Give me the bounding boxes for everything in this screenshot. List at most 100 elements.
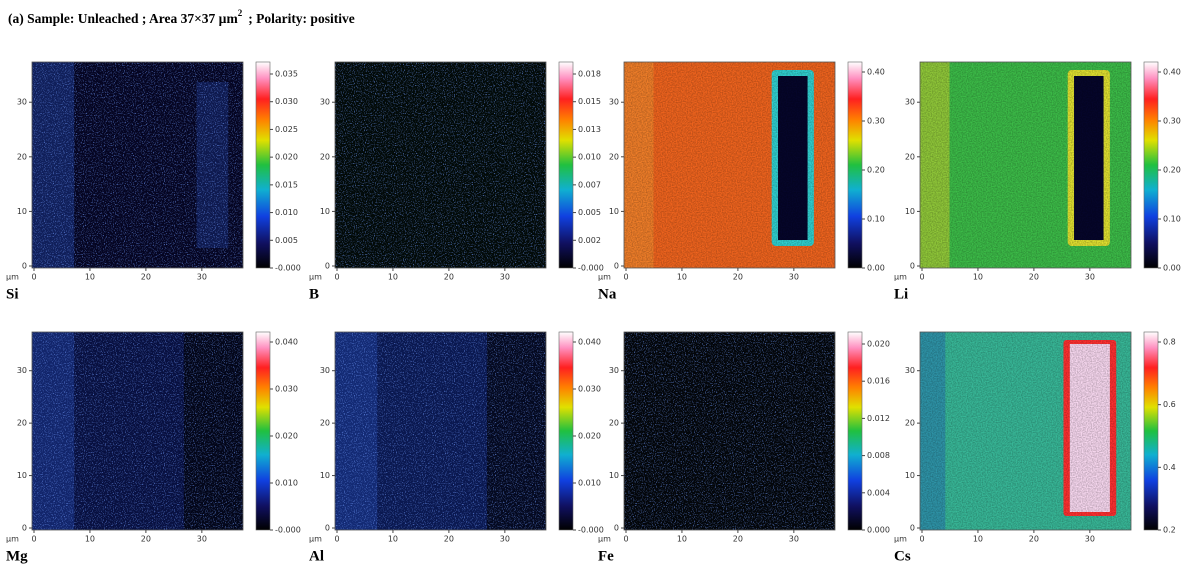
colorbar-label: 0.004 (867, 488, 890, 497)
x-tick-label: 20 (733, 273, 743, 282)
x-tick-label: 0 (334, 273, 339, 282)
y-tick-label: 20 (17, 419, 27, 428)
colorbar (1143, 61, 1159, 269)
y-tick-label: 0 (614, 262, 619, 271)
title-sup: 2 (238, 8, 243, 18)
map-frame (31, 331, 244, 531)
colorbar (255, 331, 271, 531)
colorbar (558, 331, 574, 531)
colorbar-label: -0.000 (275, 526, 301, 535)
colorbar-label: -0.000 (578, 264, 604, 273)
y-tick-label: 20 (609, 419, 619, 428)
x-tick-label: 20 (733, 535, 743, 544)
map-panel: 0 10 20 30 0 10 20 30 µm Si 0.035 0.030 0.025 0.020 0.… (6, 61, 301, 302)
map-frame (623, 331, 836, 531)
y-tick-label: 0 (22, 262, 27, 271)
colorbar-label: 0.010 (275, 479, 298, 488)
x-tick-label: 10 (973, 273, 983, 282)
x-tick-label: 30 (789, 273, 799, 282)
x-tick-label: 0 (623, 535, 628, 544)
y-tick-label: 10 (905, 207, 915, 216)
y-tick-label: 10 (320, 471, 330, 480)
colorbar-label: 0.013 (578, 125, 601, 134)
title: (a) Sample: Unleached ; Area 37×37 µm2 ; … (8, 8, 355, 26)
colorbar-label: 0.000 (867, 526, 890, 535)
colorbar-label: 0.015 (275, 180, 298, 189)
x-tick-label: 0 (31, 535, 36, 544)
y-tick-label: 10 (609, 471, 619, 480)
y-tick-label: 10 (17, 207, 27, 216)
map-texture (920, 332, 1131, 530)
axis-unit: µm (894, 273, 907, 282)
x-tick-label: 30 (500, 535, 510, 544)
x-tick-label: 0 (31, 273, 36, 282)
colorbar-label: 0.30 (1163, 117, 1181, 126)
colorbar-label: 0.40 (867, 68, 885, 77)
x-tick-label: 10 (388, 535, 398, 544)
colorbar-label: 0.030 (275, 385, 298, 394)
colorbar-label: 0.10 (1163, 215, 1181, 224)
colorbar-label: 0.035 (275, 70, 298, 79)
x-tick-label: 10 (85, 535, 95, 544)
map-panel: 0 10 20 30 0 10 20 30 µm Li 0.40 0.30 0.20 0.10 0.00 (894, 61, 1181, 302)
colorbar-label: 0.10 (867, 215, 885, 224)
y-tick-label: 0 (614, 524, 619, 533)
x-tick-label: 0 (334, 535, 339, 544)
x-tick-label: 30 (1085, 273, 1095, 282)
element-label: Li (894, 286, 908, 302)
y-tick-label: 30 (609, 98, 619, 107)
colorbar-label: 0.018 (578, 70, 601, 79)
colorbar-label: 0.2 (1163, 526, 1176, 535)
x-tick-label: 30 (197, 535, 207, 544)
colorbar-label: 0.012 (867, 414, 890, 423)
x-tick-label: 0 (623, 273, 628, 282)
colorbar-label: 0.010 (275, 208, 298, 217)
y-tick-label: 10 (905, 471, 915, 480)
map-frame (919, 331, 1132, 531)
axis-unit: µm (894, 535, 907, 544)
colorbar-label: 0.8 (1163, 338, 1176, 347)
colorbar (255, 61, 271, 269)
colorbar (558, 61, 574, 269)
map-panel: 0 10 20 30 0 10 20 30 µm Na 0.40 0.30 0.20 0.10 0.00 (598, 61, 885, 302)
map-panel: 0 10 20 30 0 10 20 30 µm Al 0.040 0.030 0.020 0.010 -0… (309, 331, 604, 564)
colorbar-label: 0.010 (578, 479, 601, 488)
x-tick-label: 20 (141, 273, 151, 282)
axis-unit: µm (598, 535, 611, 544)
x-tick-label: 30 (500, 273, 510, 282)
y-tick-label: 0 (325, 262, 330, 271)
colorbar-label: 0.040 (578, 338, 601, 347)
y-tick-label: 30 (609, 366, 619, 375)
map-texture (624, 62, 835, 268)
element-label: B (309, 286, 319, 302)
map-frame (623, 61, 836, 269)
map-texture (920, 62, 1131, 268)
colorbar-label: 0.4 (1163, 463, 1176, 472)
colorbar-label: 0.6 (1163, 400, 1176, 409)
element-label: Si (6, 286, 19, 302)
colorbar-label: -0.000 (578, 526, 604, 535)
element-label: Na (598, 286, 617, 302)
x-tick-label: 10 (677, 535, 687, 544)
colorbar-label: -0.000 (275, 264, 301, 273)
map-texture (335, 332, 546, 530)
y-tick-label: 0 (910, 524, 915, 533)
title-text: (a) Sample: Unleached ; Area 37×37 µm (8, 11, 238, 26)
colorbar-label: 0.030 (275, 97, 298, 106)
colorbar-label: 0.015 (578, 97, 601, 106)
colorbar-label: 0.00 (867, 264, 885, 273)
map-frame (334, 331, 547, 531)
y-tick-label: 30 (320, 366, 330, 375)
y-tick-label: 30 (320, 98, 330, 107)
y-tick-label: 10 (320, 207, 330, 216)
y-tick-label: 0 (325, 524, 330, 533)
y-tick-label: 30 (17, 98, 27, 107)
x-tick-label: 20 (1029, 273, 1039, 282)
axis-unit: µm (309, 535, 322, 544)
x-tick-label: 10 (388, 273, 398, 282)
x-tick-label: 20 (141, 535, 151, 544)
map-texture (32, 62, 243, 268)
colorbar-label: 0.20 (867, 166, 885, 175)
x-tick-label: 30 (789, 535, 799, 544)
